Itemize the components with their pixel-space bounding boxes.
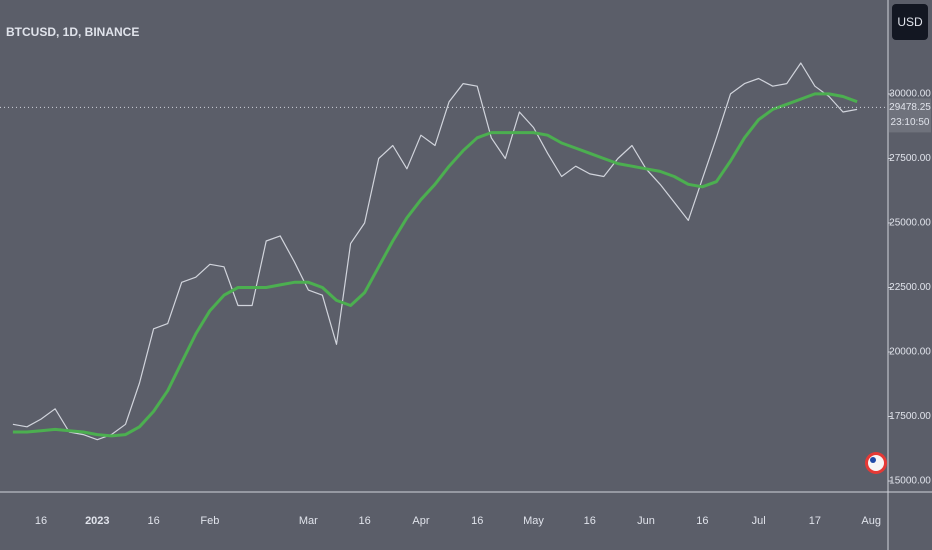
y-tick-label: 27500.00	[889, 153, 931, 164]
y-tick-label: 15000.00	[889, 476, 931, 487]
x-tick-label: 17	[809, 515, 821, 527]
x-tick-label: Feb	[200, 515, 219, 527]
y-tick-label: 17500.00	[889, 411, 931, 422]
x-tick-label: Mar	[299, 515, 318, 527]
x-tick-label: 16	[584, 515, 596, 527]
x-tick-label: 2023	[85, 515, 109, 527]
y-tick-label: 20000.00	[889, 347, 931, 358]
moving-average-line	[12, 92, 858, 438]
flag-icon	[865, 452, 887, 474]
currency-label[interactable]: USD	[897, 15, 923, 29]
y-tick-label: 25000.00	[889, 218, 931, 229]
x-tick-label: Jul	[752, 515, 766, 527]
x-tick-label: Apr	[412, 515, 429, 527]
chart-title: BTCUSD, 1D, BINANCE	[6, 25, 139, 39]
x-tick-label: May	[523, 515, 544, 527]
currency-button[interactable]	[892, 4, 928, 40]
countdown-label: 23:10:50	[891, 117, 930, 128]
last-price-label: 29478.25	[889, 102, 931, 113]
x-tick-label: 16	[147, 515, 159, 527]
y-tick-label: 30000.00	[889, 89, 931, 100]
x-tick-label: 16	[35, 515, 47, 527]
x-tick-label: 16	[471, 515, 483, 527]
y-tick-label: 22500.00	[889, 282, 931, 293]
x-tick-label: 16	[696, 515, 708, 527]
x-tick-label: 16	[359, 515, 371, 527]
x-tick-label: Aug	[861, 515, 881, 527]
last-price-box	[889, 98, 931, 133]
x-tick-label: Jun	[637, 515, 655, 527]
price-line	[12, 62, 858, 441]
